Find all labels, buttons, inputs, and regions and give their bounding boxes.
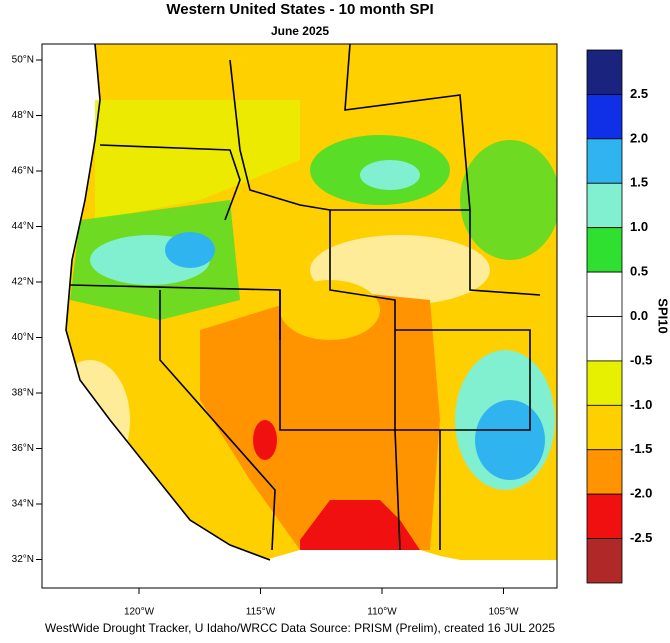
lon-label: 120°W <box>124 607 155 618</box>
colorbar-label: 2.5 <box>630 86 648 101</box>
colorbar-bin <box>586 49 623 95</box>
lon-label: 115°W <box>246 607 276 618</box>
lat-label: 50°N <box>12 55 34 66</box>
colorbar-label: -2.0 <box>630 486 652 501</box>
lat-label: 34°N <box>12 499 34 510</box>
title: Western United States - 10 month SPI <box>166 1 433 18</box>
colorbar-label: -0.5 <box>630 352 652 367</box>
lat-label: 32°N <box>12 554 34 565</box>
lon-label: 110°W <box>367 607 397 618</box>
colorbar-bin <box>586 227 623 273</box>
lat-label: 46°N <box>12 166 34 177</box>
colorbar-bin <box>586 404 623 451</box>
colorbar-title: SPI10 <box>656 298 670 333</box>
lat-label: 42°N <box>12 277 34 288</box>
lat-label: 36°N <box>12 443 34 454</box>
colorbar-label: 0.0 <box>630 308 648 323</box>
colorbar-label: -1.0 <box>630 397 652 412</box>
colorbar-bin <box>586 493 623 539</box>
map-frame <box>41 43 558 589</box>
colorbar-bin <box>586 316 623 362</box>
subtitle: June 2025 <box>271 24 329 38</box>
colorbar-bin <box>586 538 623 584</box>
colorbar-bin <box>586 182 623 229</box>
colorbar-bin <box>586 271 623 317</box>
lat-label: 48°N <box>12 110 34 121</box>
colorbar-label: -1.5 <box>630 441 652 456</box>
colorbar-label: 2.0 <box>630 130 648 145</box>
colorbar-label: 0.5 <box>630 264 648 279</box>
colorbar-bin <box>586 360 623 406</box>
colorbar-label: 1.5 <box>630 175 648 190</box>
lat-label: 44°N <box>12 221 34 232</box>
footer: WestWide Drought Tracker, U Idaho/WRCC D… <box>45 621 556 635</box>
colorbar-label: -2.5 <box>630 530 652 545</box>
colorbar-bin <box>586 449 623 495</box>
map <box>42 44 557 588</box>
lon-label: 105°W <box>488 607 519 618</box>
lat-label: 38°N <box>12 388 34 399</box>
colorbar-bin <box>586 138 623 184</box>
colorbar-label: 1.0 <box>630 219 648 234</box>
colorbar: 2.5 2.0 1.5 1.0 0.5 0.0 -0.5 -1.0 -1.5 -2.0 -2.5 <box>586 49 652 584</box>
lat-label: 40°N <box>12 332 34 343</box>
colorbar-bin <box>586 94 623 140</box>
